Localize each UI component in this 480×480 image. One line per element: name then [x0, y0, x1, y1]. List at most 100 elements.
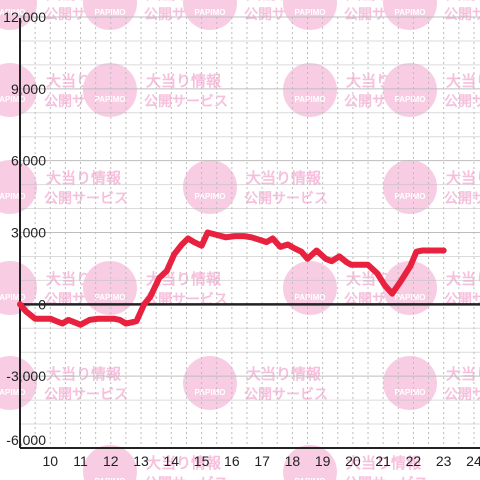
watermark-line1: 大当り情報 — [446, 365, 480, 383]
watermark-line1: 大当り情報 — [446, 270, 480, 288]
watermark-line1: 大当り情報 — [446, 72, 480, 90]
watermark-logo-text: PAPIMO — [295, 477, 326, 480]
x-tick-label: 22 — [406, 453, 422, 469]
watermark-line1: 大当り情報 — [346, 454, 422, 472]
profit-series-line — [17, 229, 447, 328]
x-tick-label: 13 — [133, 453, 149, 469]
watermark-line2: 公開サービス — [444, 93, 480, 109]
x-tick-label: 23 — [436, 453, 452, 469]
watermark-line2: 公開サービス — [44, 190, 128, 206]
watermark-logo-circle — [283, 261, 337, 315]
y-tick-label: -3,000 — [6, 368, 46, 384]
x-tick-label: 19 — [315, 453, 331, 469]
y-tick-label: 0 — [38, 296, 46, 312]
watermark-logo-circle — [183, 0, 237, 30]
watermark-line1: 大当り情報 — [446, 169, 480, 187]
x-tick-label: 16 — [224, 453, 240, 469]
watermark-line2: 公開サービス — [144, 475, 228, 480]
watermark-line1: 大当り情報 — [146, 454, 222, 472]
watermark-line1: 大当り情報 — [246, 169, 322, 187]
watermark-logo-circle — [283, 63, 337, 117]
x-tick-label: 20 — [345, 453, 361, 469]
watermark-logo-circle — [83, 63, 137, 117]
watermark-logo-text: PAPIMO — [295, 293, 326, 302]
y-tick-label: 6,000 — [11, 153, 46, 169]
watermark-logo-text: PAPIMO — [95, 293, 126, 302]
watermark-line2: 公開サービス — [444, 190, 480, 206]
series-layer — [17, 229, 447, 328]
watermark-logo-text: PAPIMO — [0, 293, 25, 302]
watermark-logo-text: PAPIMO — [395, 8, 426, 17]
watermark-logo-circle — [383, 356, 437, 410]
watermark-line2: 公開サービス — [144, 291, 228, 307]
watermark-logo-circle — [283, 0, 337, 30]
tick-label-layer: 12,000 9,000 6,000 3,000 0 -3,000 -6,000 10 11 12… — [3, 9, 480, 469]
x-tick-label: 10 — [42, 453, 58, 469]
watermark-line1: 大当り情報 — [246, 365, 322, 383]
watermark-logo-text: PAPIMO — [0, 192, 25, 201]
x-tick-label: 18 — [285, 453, 301, 469]
watermark-logo-circle — [0, 356, 37, 410]
watermark-logo-text: PAPIMO — [195, 8, 226, 17]
x-tick-label: 24 — [466, 453, 480, 469]
watermark-logo-text: PAPIMO — [95, 477, 126, 480]
axes-layer — [19, 18, 480, 449]
watermark-logo-text: PAPIMO — [395, 95, 426, 104]
x-tick-label: 17 — [254, 453, 270, 469]
x-tick-label: 11 — [73, 453, 88, 469]
watermark-line1: 大当り情報 — [146, 72, 222, 90]
watermark-logo-text: PAPIMO — [0, 388, 25, 397]
watermark-logo-circle — [383, 63, 437, 117]
watermark-logo-circle — [383, 0, 437, 30]
watermark-logo-circle — [0, 160, 37, 214]
watermark-logo-circle — [0, 261, 37, 315]
x-tick-label: 12 — [103, 453, 119, 469]
y-tick-label: -6,000 — [6, 432, 46, 448]
watermark-line2: 公開サービス — [44, 386, 128, 402]
watermark-logo-text: PAPIMO — [395, 192, 426, 201]
watermark-line2: 公開サービス — [444, 291, 480, 307]
watermark-logo-text: PAPIMO — [95, 95, 126, 104]
y-tick-label: 3,000 — [11, 225, 46, 241]
watermark-logo-circle — [0, 0, 37, 30]
watermark-logo-text: PAPIMO — [195, 388, 226, 397]
watermark-line2: 公開サービス — [244, 386, 328, 402]
watermark-logo-text: PAPIMO — [295, 8, 326, 17]
watermark-line2: 公開サービス — [144, 93, 228, 109]
watermark-line2: 公開サービス — [444, 386, 480, 402]
watermark-logo-text: PAPIMO — [95, 8, 126, 17]
watermark-logo-circle — [183, 160, 237, 214]
y-tick-label: 12,000 — [3, 9, 46, 25]
watermark-logo-circle — [0, 63, 37, 117]
x-tick-label: 15 — [194, 453, 210, 469]
y-tick-label: 9,000 — [11, 81, 46, 97]
watermark-line2: 公開サービス — [244, 190, 328, 206]
watermark-logo-circle — [183, 356, 237, 410]
watermark-logo-circle — [283, 445, 337, 480]
watermark-logo-circle — [383, 261, 437, 315]
watermark-logo-circle — [83, 261, 137, 315]
watermark-line2: 公開サービス — [344, 475, 428, 480]
x-tick-label: 14 — [164, 453, 180, 469]
watermark-line2: 公開サービス — [444, 6, 480, 22]
watermark-logo-text: PAPIMO — [195, 192, 226, 201]
watermark-logo-text: PAPIMO — [0, 95, 25, 104]
watermark-line1: 大当り情報 — [446, 0, 480, 3]
watermark-logo-text: PAPIMO — [395, 388, 426, 397]
watermark-logo-text: PAPIMO — [295, 95, 326, 104]
watermark-logo-circle — [83, 0, 137, 30]
watermark-logo-text: PAPIMO — [395, 293, 426, 302]
